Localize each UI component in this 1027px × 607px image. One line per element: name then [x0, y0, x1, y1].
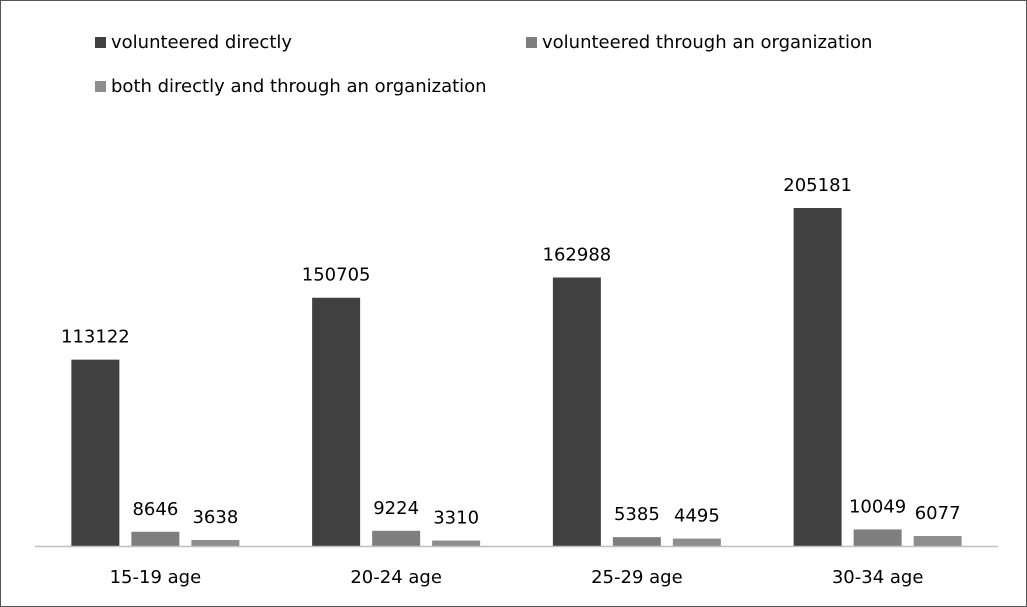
data-label: 10049: [849, 496, 906, 517]
data-label: 113122: [61, 327, 130, 348]
legend-swatch: [95, 37, 106, 48]
bar: [853, 529, 902, 546]
data-label: 8646: [132, 499, 178, 520]
legend-label: volunteered directly: [111, 32, 292, 53]
legend-label: volunteered through an organization: [542, 32, 872, 53]
x-tick-label: 30-34 age: [832, 567, 924, 588]
bar: [71, 359, 120, 546]
legend-swatch: [95, 81, 106, 92]
x-tick-label: 25-29 age: [591, 567, 683, 588]
x-tick-label: 20-24 age: [350, 567, 442, 588]
data-label: 9224: [373, 498, 419, 519]
bar: [913, 535, 962, 546]
data-label: 162988: [543, 245, 612, 266]
bar: [793, 208, 842, 546]
x-tick-label: 15-19 age: [110, 567, 202, 588]
bar: [612, 537, 661, 546]
bar: [372, 530, 421, 546]
legend-swatch: [526, 37, 537, 48]
bar: [312, 297, 361, 546]
data-label: 3638: [192, 507, 238, 528]
bar: [552, 277, 601, 546]
data-label: 6077: [915, 503, 961, 524]
data-label: 3310: [433, 508, 479, 529]
data-label: 150705: [302, 265, 371, 286]
bar: [672, 538, 721, 546]
bar: [432, 540, 481, 546]
data-label: 5385: [614, 504, 660, 525]
data-label: 205181: [783, 175, 852, 196]
legend-label: both directly and through an organizatio…: [111, 76, 487, 97]
bar: [191, 540, 240, 546]
bar: [131, 531, 180, 546]
data-label: 4495: [674, 506, 720, 527]
